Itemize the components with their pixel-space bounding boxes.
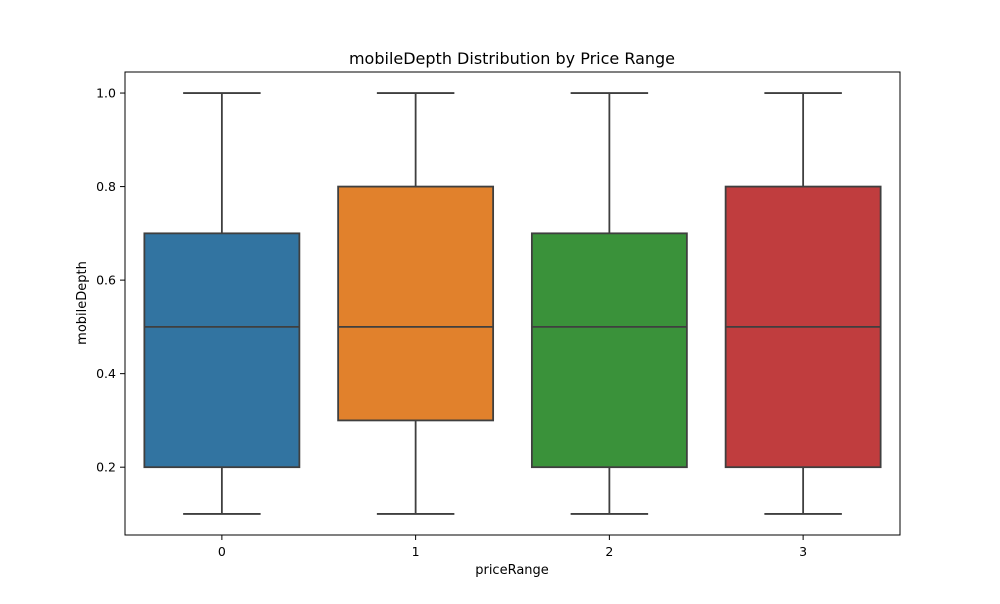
chart-title: mobileDepth Distribution by Price Range xyxy=(349,49,675,68)
plot-frame xyxy=(124,71,901,536)
x-tick-label: 0 xyxy=(218,544,226,559)
y-tick-label: 0.4 xyxy=(96,366,116,381)
x-tick-label: 3 xyxy=(799,544,807,559)
y-axis-label: mobileDepth xyxy=(75,261,90,345)
x-tick-label: 2 xyxy=(605,544,613,559)
x-tick-label: 1 xyxy=(412,544,420,559)
plot-area: 0.2 0.4 0.6 0.8 1.0 0 1 2 3 xyxy=(96,86,882,559)
box-1 xyxy=(337,185,495,422)
y-tick-label: 0.2 xyxy=(96,460,116,475)
y-tick-label: 0.6 xyxy=(96,273,116,288)
y-tick-label: 0.8 xyxy=(96,179,116,194)
box-0 xyxy=(143,232,301,469)
box-2 xyxy=(530,232,688,469)
x-axis-label: priceRange xyxy=(475,563,549,578)
y-tick-label: 1.0 xyxy=(96,86,116,101)
